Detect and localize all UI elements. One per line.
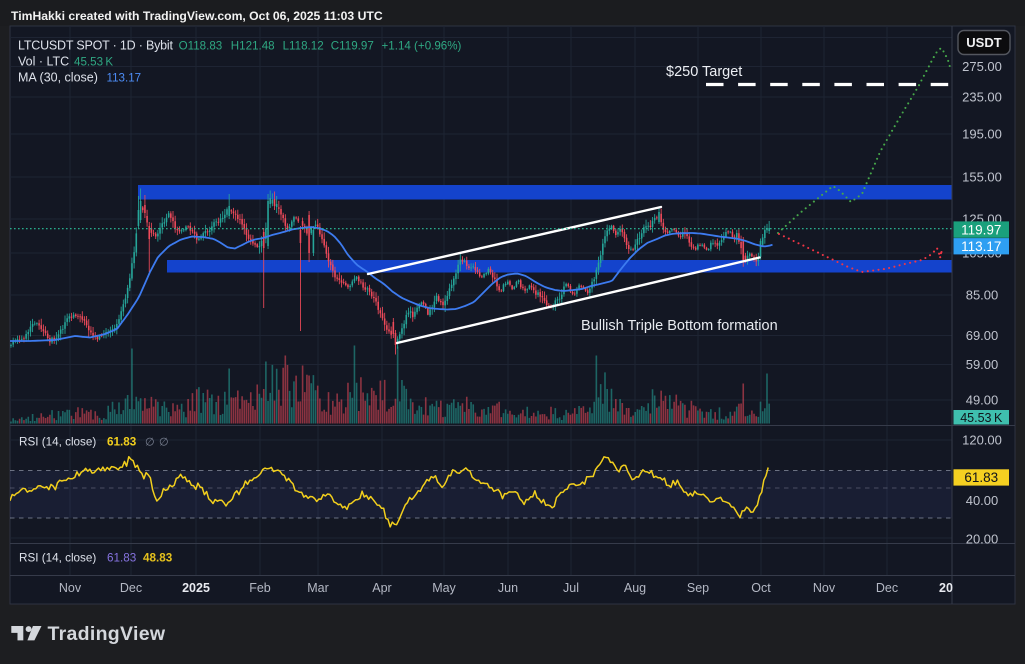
svg-text:20: 20 xyxy=(939,581,953,595)
svg-text:Apr: Apr xyxy=(372,581,391,595)
svg-text:∅: ∅ xyxy=(145,437,155,449)
svg-text:L118.12: L118.12 xyxy=(283,40,324,53)
svg-text:Bullish Triple Bottom formatio: Bullish Triple Bottom formation xyxy=(581,318,778,334)
svg-text:TradingView: TradingView xyxy=(48,623,166,645)
svg-text:45.53 K: 45.53 K xyxy=(74,56,113,69)
svg-text:45.53 K: 45.53 K xyxy=(960,411,1003,425)
svg-text:LTCUSDT SPOT · 1D · Bybit: LTCUSDT SPOT · 1D · Bybit xyxy=(18,39,173,53)
svg-text:Jun: Jun xyxy=(498,581,518,595)
svg-text:275.00: 275.00 xyxy=(962,59,1002,74)
svg-text:Nov: Nov xyxy=(59,581,82,595)
svg-text:2025: 2025 xyxy=(182,581,210,595)
svg-text:Aug: Aug xyxy=(624,581,646,595)
svg-text:Dec: Dec xyxy=(120,581,142,595)
svg-text:∅: ∅ xyxy=(159,437,169,449)
svg-text:155.00: 155.00 xyxy=(962,170,1002,185)
svg-text:USDT: USDT xyxy=(966,35,1001,50)
svg-text:61.83: 61.83 xyxy=(964,470,998,485)
svg-text:49.00: 49.00 xyxy=(966,393,999,408)
svg-text:H121.48: H121.48 xyxy=(231,40,275,53)
svg-text:48.83: 48.83 xyxy=(143,552,173,565)
svg-text:Feb: Feb xyxy=(249,581,271,595)
svg-text:85.00: 85.00 xyxy=(966,288,999,303)
svg-text:Sep: Sep xyxy=(687,581,709,595)
svg-text:113.17: 113.17 xyxy=(961,239,1001,254)
svg-text:20.00: 20.00 xyxy=(966,532,999,547)
svg-text:59.00: 59.00 xyxy=(966,357,999,372)
svg-text:Jul: Jul xyxy=(563,581,579,595)
svg-text:Mar: Mar xyxy=(307,581,329,595)
svg-text:+1.14 (+0.96%): +1.14 (+0.96%) xyxy=(382,40,462,53)
svg-text:61.83: 61.83 xyxy=(107,436,137,449)
svg-text:O118.83: O118.83 xyxy=(179,40,223,53)
svg-text:119.97: 119.97 xyxy=(961,222,1001,237)
svg-text:Dec: Dec xyxy=(876,581,898,595)
svg-text:Vol · LTC: Vol · LTC xyxy=(18,55,69,69)
svg-text:MA (30, close): MA (30, close) xyxy=(18,70,98,84)
svg-text:235.00: 235.00 xyxy=(962,90,1002,105)
svg-text:RSI (14, close): RSI (14, close) xyxy=(19,436,96,449)
svg-text:61.83: 61.83 xyxy=(107,552,136,565)
svg-text:C119.97: C119.97 xyxy=(331,40,374,53)
svg-text:May: May xyxy=(432,581,456,595)
svg-text:113.17: 113.17 xyxy=(107,71,142,84)
svg-text:RSI (14, close): RSI (14, close) xyxy=(19,552,96,565)
svg-text:120.00: 120.00 xyxy=(962,433,1002,448)
svg-text:$250 Target: $250 Target xyxy=(666,64,742,80)
svg-text:69.00: 69.00 xyxy=(966,328,999,343)
svg-text:TimHakki created with TradingV: TimHakki created with TradingView.com, O… xyxy=(11,9,383,23)
svg-text:195.00: 195.00 xyxy=(962,127,1002,142)
svg-text:40.00: 40.00 xyxy=(966,493,999,508)
svg-text:Nov: Nov xyxy=(813,581,836,595)
svg-text:Oct: Oct xyxy=(751,581,771,595)
